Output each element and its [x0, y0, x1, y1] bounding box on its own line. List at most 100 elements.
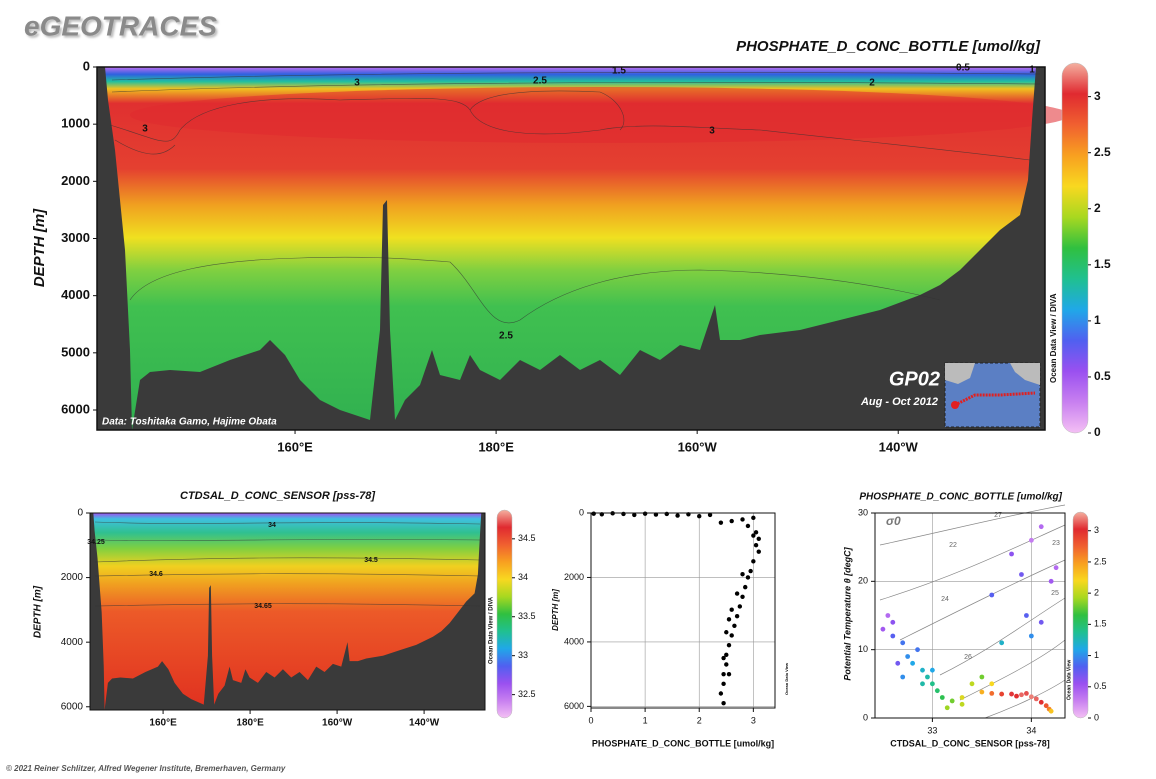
data-point [1024, 613, 1029, 618]
y-tick-label: 2000 [564, 572, 584, 582]
data-point [745, 523, 751, 529]
data-point [729, 518, 734, 524]
data-point [734, 591, 740, 596]
plot-frame [874, 512, 1066, 719]
contour-label: 2.5 [533, 76, 547, 87]
data-point [1053, 565, 1059, 571]
cruise-id: GP02 [889, 368, 940, 390]
contour-line [94, 557, 481, 563]
data-point [1019, 572, 1024, 577]
data-point [959, 695, 965, 700]
contour-label: 34.6 [149, 571, 163, 578]
data-credit: Data: Toshitaka Gamo, Hajime Obata [102, 417, 277, 428]
chart-title: CTDSAL_D_CONC_SENSOR [pss-78] [180, 490, 375, 502]
data-point [751, 515, 756, 521]
data-point [745, 575, 751, 580]
x-axis-label: PHOSPHATE_D_CONC_BOTTLE [umol/kg] [592, 738, 774, 748]
data-point [999, 640, 1005, 646]
data-point [675, 513, 680, 518]
contour-label: 34.65 [254, 603, 272, 610]
data-point [929, 667, 935, 673]
data-point [1043, 703, 1049, 709]
data-point [753, 530, 759, 535]
data-point [721, 700, 726, 706]
data-point [934, 688, 940, 694]
cruise-period: Aug - Oct 2012 [860, 396, 938, 408]
data-point [895, 660, 901, 666]
contour-label: 2 [869, 78, 875, 89]
y-tick-label: 0 [83, 58, 90, 73]
contour-line [111, 72, 1041, 81]
data-point [632, 512, 637, 518]
plot-frame [590, 512, 776, 709]
watermark: Ocean Data View [784, 662, 789, 695]
colorbar-tick-label: 1.5 [1094, 257, 1111, 271]
x-tick-label: 140°W [409, 718, 440, 729]
data-point [721, 655, 726, 661]
data-point [718, 691, 724, 696]
colorbar-tick-label: 33.5 [518, 611, 536, 621]
y-tick-label: 0 [77, 508, 83, 519]
data-point [1028, 633, 1034, 639]
contour-line [94, 521, 481, 525]
colorbar-tick-label: 33 [518, 650, 528, 660]
isopycnal [899, 559, 1066, 641]
data-point [1009, 691, 1014, 697]
contour-label: 3 [709, 126, 715, 137]
colorbar-tick-label: 2.5 [1094, 145, 1111, 159]
isopycnal [879, 504, 1066, 546]
colorbar-tick-label: 0 [1094, 712, 1099, 722]
data-point [890, 619, 896, 625]
data-point [939, 695, 945, 700]
data-point [890, 633, 896, 639]
isopycnal [939, 597, 1066, 676]
data-point [1033, 696, 1039, 702]
colorbar [1061, 62, 1089, 434]
contour-label: 0.5 [956, 63, 970, 74]
y-tick-label: 5000 [61, 344, 90, 359]
x-tick-label: 1 [643, 715, 648, 725]
data-point [1028, 694, 1034, 700]
data-point [721, 681, 726, 687]
contour-line [469, 90, 625, 131]
contour-line [94, 573, 481, 577]
watermark: Ocean Data View / DIVA [1049, 293, 1058, 383]
data-point [707, 512, 713, 518]
y-tick-label: 0 [863, 712, 868, 722]
watermark: Ocean Data View [1066, 660, 1072, 700]
x-tick-label: 160°E [149, 718, 177, 729]
y-tick-label: 10 [858, 644, 868, 654]
bathymetry [90, 513, 485, 710]
inset-map [944, 362, 1041, 428]
data-point [734, 613, 740, 619]
data-point [969, 681, 975, 687]
app-title: eGEOTRACES [24, 10, 217, 41]
x-axis-label: CTDSAL_D_CONC_SENSOR [pss-78] [890, 738, 1050, 748]
colorbar-tick-label: 0 [1094, 425, 1101, 439]
y-tick-label: 2000 [61, 173, 90, 188]
data-point [732, 623, 737, 629]
colorbar [496, 509, 513, 719]
contour-label: 34 [268, 522, 276, 529]
x-tick-label: 3 [751, 715, 756, 725]
contour-label: 34.25 [87, 539, 105, 546]
data-point [959, 701, 965, 707]
data-point [756, 549, 761, 554]
data-point [740, 517, 745, 522]
contour-line [114, 139, 176, 155]
y-tick-label: 20 [858, 576, 868, 586]
contour-label: 34.5 [364, 557, 378, 564]
colorbar-tick-label: 32.5 [518, 689, 536, 699]
contour-line [94, 603, 481, 607]
isopycnal-label: 25 [1051, 590, 1059, 597]
isopycnal [959, 639, 1066, 701]
x-tick-label: 140°W [879, 439, 919, 454]
y-tick-label: 1000 [61, 116, 90, 131]
data-point [885, 613, 891, 618]
data-point [979, 689, 985, 695]
colorbar-tick-label: 0.5 [1094, 369, 1111, 383]
bathymetry [97, 67, 1045, 430]
data-point [1028, 537, 1034, 543]
data-point [721, 671, 726, 677]
plot-frame [96, 66, 1046, 431]
